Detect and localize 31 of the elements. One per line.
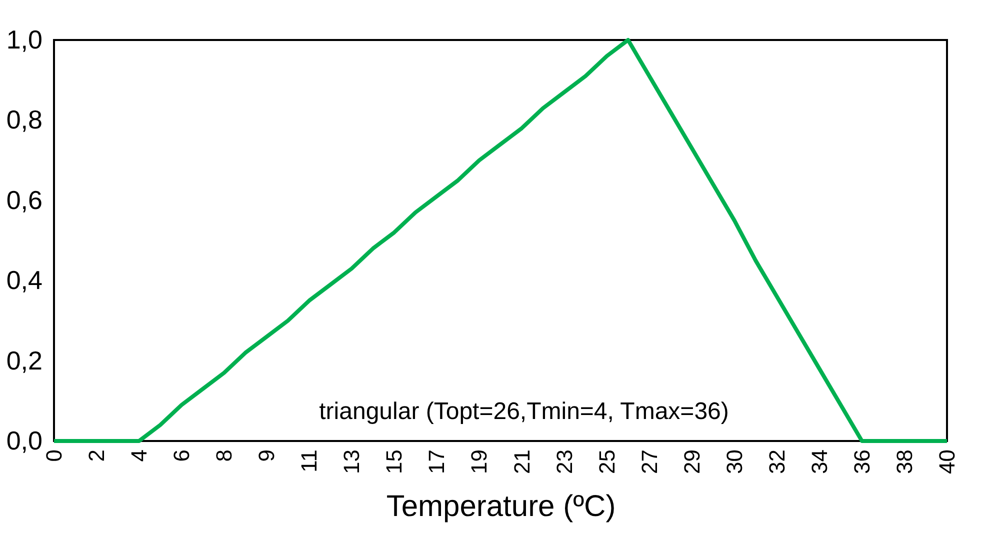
x-tick-label: 6 bbox=[169, 450, 194, 462]
x-tick-label: 15 bbox=[382, 450, 407, 474]
x-tick-label: 0 bbox=[42, 450, 66, 462]
x-tick-label: 30 bbox=[722, 450, 747, 474]
x-tick-label: 17 bbox=[424, 450, 450, 474]
x-tick-label: 8 bbox=[212, 450, 237, 462]
x-tick-label: 25 bbox=[594, 450, 620, 474]
y-tick-label: 0,0 bbox=[6, 426, 42, 456]
y-tick-label: 0,6 bbox=[6, 184, 42, 215]
x-tick-label: 36 bbox=[849, 450, 874, 474]
x-tick-label: 27 bbox=[636, 450, 662, 474]
x-tick-label: 13 bbox=[339, 450, 364, 474]
y-tick-label: 1,0 bbox=[6, 24, 42, 54]
x-axis-title: Temperature (ºC) bbox=[386, 490, 616, 523]
x-tick-label: 40 bbox=[934, 450, 960, 474]
y-tick-label: 0,4 bbox=[6, 265, 42, 296]
x-tick-label: 38 bbox=[892, 450, 917, 474]
x-tick-label: 4 bbox=[126, 450, 152, 462]
y-tick-label: 0,8 bbox=[6, 104, 42, 135]
x-tick-label: 34 bbox=[806, 450, 832, 474]
x-tick-label: 11 bbox=[296, 450, 322, 472]
x-tick-label: 21 bbox=[509, 450, 534, 474]
annotation: triangular (Topt=26,Tmin=4, Tmax=36) bbox=[319, 398, 729, 425]
x-tick-label: 9 bbox=[254, 450, 280, 462]
line-series bbox=[52, 38, 949, 443]
x-tick-label: 32 bbox=[764, 450, 790, 474]
x-tick-label: 2 bbox=[84, 450, 110, 462]
x-tick-label: 29 bbox=[679, 450, 704, 474]
y-tick-label: 0,2 bbox=[6, 345, 42, 376]
x-tick-label: 23 bbox=[552, 450, 577, 474]
x-tick-label: 19 bbox=[466, 450, 492, 474]
